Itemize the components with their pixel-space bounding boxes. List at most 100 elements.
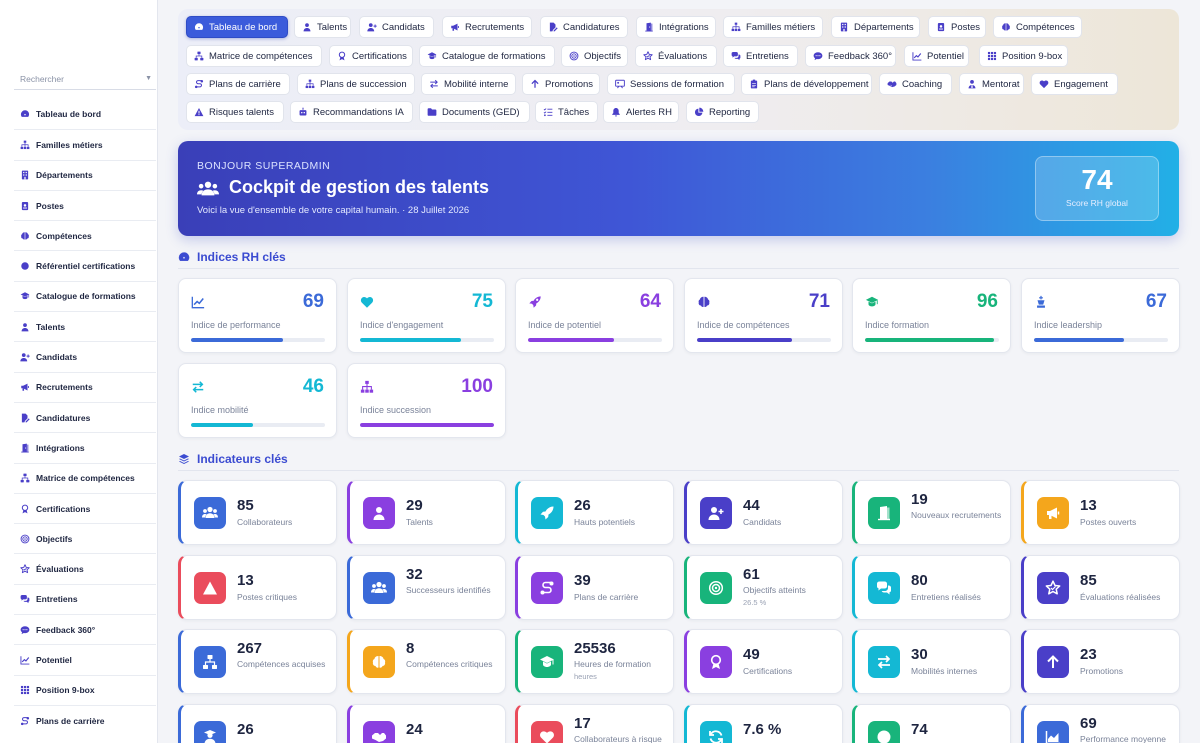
sidebar-item[interactable]: Compétences <box>14 220 156 250</box>
tab-evaluations[interactable]: Évaluations <box>635 45 717 67</box>
robot-icon <box>298 107 308 117</box>
tab-risques-talents[interactable]: Risques talents <box>186 101 284 123</box>
user-plus-icon <box>20 353 30 362</box>
tab-documents-ged[interactable]: Documents (GED) <box>419 101 530 123</box>
tab-plans-de-succession[interactable]: Plans de succession <box>297 73 415 95</box>
sidebar-item[interactable]: Objectifs <box>14 523 156 553</box>
tab-coaching[interactable]: Coaching <box>879 73 952 95</box>
layers-icon <box>179 454 189 464</box>
sidebar-item[interactable]: Candidats <box>14 341 156 371</box>
sidebar-item[interactable]: Talents <box>14 311 156 341</box>
tab-taches[interactable]: Tâches <box>535 101 598 123</box>
tab-recommandations-ia[interactable]: Recommandations IA <box>290 101 413 123</box>
tab-label: Objectifs <box>584 50 621 62</box>
award-icon <box>710 654 722 669</box>
tab-candidats[interactable]: Candidats <box>359 16 434 38</box>
warning-icon <box>194 107 204 117</box>
tab-label: Familles métiers <box>746 21 816 33</box>
chess-king-icon <box>1034 295 1048 309</box>
sidebar-item[interactable]: Évaluations <box>14 553 156 583</box>
sidebar-item[interactable]: Tableau de bord <box>14 99 156 129</box>
tab-mobilite-interne[interactable]: Mobilité interne <box>421 73 516 95</box>
index-card: 96 Indice formation <box>852 278 1011 353</box>
kpi-card: 74 Satisfaction <box>852 704 1011 743</box>
sidebar-item[interactable]: Recrutements <box>14 371 156 402</box>
tab-position-9-box[interactable]: Position 9-box <box>979 45 1068 67</box>
tab-candidatures[interactable]: Candidatures <box>540 16 628 38</box>
tab-promotions[interactable]: Promotions <box>522 73 600 95</box>
tab-catalogue-de-formations[interactable]: Catalogue de formations <box>419 45 555 67</box>
index-value: 46 <box>302 376 324 397</box>
tab-competences[interactable]: Compétences <box>993 16 1082 38</box>
tab-feedback-360[interactable]: Feedback 360° <box>805 45 896 67</box>
tab-entretiens[interactable]: Entretiens <box>723 45 798 67</box>
kpi-icon-box <box>700 721 732 743</box>
kpi-card: 80 Entretiens réalisés <box>852 555 1011 620</box>
sidebar-item[interactable]: Potentiel <box>14 644 156 674</box>
sidebar-item[interactable]: Postes <box>14 189 156 220</box>
kpi-card: 13 Postes ouverts <box>1021 480 1180 545</box>
tab-label: Tableau de bord <box>209 21 278 33</box>
index-label: Indice d'engagement <box>360 320 444 330</box>
graduation-cap-icon <box>865 296 879 307</box>
kpi-value: 25536 <box>574 640 616 657</box>
kpi-card: 26 Mentors <box>178 704 337 743</box>
tab-potentiel[interactable]: Potentiel <box>904 45 969 67</box>
sidebar-item[interactable]: Position 9-box <box>14 674 156 705</box>
tab-recrutements[interactable]: Recrutements <box>442 16 532 38</box>
tab-talents[interactable]: Talents <box>294 16 351 38</box>
divider <box>178 268 1179 269</box>
bullhorn-icon <box>20 382 30 392</box>
tab-label: Compétences <box>1016 21 1075 33</box>
sidebar-search-select[interactable]: Rechercher ▼ <box>14 68 156 90</box>
star-icon <box>20 564 30 574</box>
sidebar-item[interactable]: Référentiel certifications <box>14 250 156 280</box>
network-icon <box>20 473 30 483</box>
kpi-card: 61 Objectifs atteints 26.5 % <box>684 555 843 620</box>
index-value: 67 <box>1145 291 1167 312</box>
user-tie-icon <box>968 79 976 89</box>
chalkboard-icon <box>615 79 625 89</box>
kpi-icon-box <box>531 497 563 529</box>
tab-mentorat[interactable]: Mentorat <box>959 73 1024 95</box>
tab-matrice-de-competences[interactable]: Matrice de compétences <box>186 45 322 67</box>
tab-reporting[interactable]: Reporting <box>686 101 759 123</box>
sidebar-item[interactable]: Départements <box>14 159 156 190</box>
tab-alertes-rh[interactable]: Alertes RH <box>603 101 679 123</box>
sidebar-menu: Tableau de bord Familles métiers Départeme… <box>14 99 156 735</box>
kpi-icon-box <box>363 572 395 604</box>
tab-plans-de-developpement[interactable]: Plans de développement <box>741 73 872 95</box>
award-icon <box>21 504 29 513</box>
sidebar-item-label: Catalogue de formations <box>36 291 136 302</box>
sidebar-item[interactable]: Feedback 360° <box>14 614 156 644</box>
kpi-value: 39 <box>574 572 591 589</box>
tab-postes[interactable]: Postes <box>928 16 986 38</box>
tab-label: Engagement <box>1054 78 1108 90</box>
tab-plans-de-carriere[interactable]: Plans de carrière <box>186 73 290 95</box>
index-label: Indice de compétences <box>697 320 790 330</box>
tab-engagement[interactable]: Engagement <box>1031 73 1118 95</box>
sidebar-item[interactable]: Familles métiers <box>14 129 156 159</box>
index-value: 75 <box>471 291 493 312</box>
tab-objectifs[interactable]: Objectifs <box>561 45 628 67</box>
tab-departements[interactable]: Départements <box>831 16 920 38</box>
tab-certifications[interactable]: Certifications <box>329 45 413 67</box>
kpi-label: Satisfaction <box>911 740 1009 743</box>
sidebar-item[interactable]: Intégrations <box>14 432 156 462</box>
sidebar-item[interactable]: Certifications <box>14 492 156 523</box>
sidebar-item[interactable]: Matrice de compétences <box>14 462 156 493</box>
tab-sessions-de-formation[interactable]: Sessions de formation <box>607 73 735 95</box>
sidebar-item[interactable]: Entretiens <box>14 583 156 614</box>
tab-tableau-de-bord[interactable]: Tableau de bord <box>186 16 288 38</box>
tab-integrations[interactable]: Intégrations <box>636 16 716 38</box>
sidebar-item[interactable]: Catalogue de formations <box>14 280 156 311</box>
kpi-card: 85 Collaborateurs <box>178 480 337 545</box>
tab-familles-metiers[interactable]: Familles métiers <box>723 16 823 38</box>
sidebar-item[interactable]: Plans de carrière <box>14 704 156 735</box>
clipboard-icon <box>750 79 758 89</box>
index-card: 46 Indice mobilité <box>178 363 337 438</box>
kpi-value: 69 <box>1080 715 1097 732</box>
sidebar-item[interactable]: Candidatures <box>14 401 156 432</box>
comments-icon <box>877 581 891 595</box>
user-icon <box>302 22 312 32</box>
